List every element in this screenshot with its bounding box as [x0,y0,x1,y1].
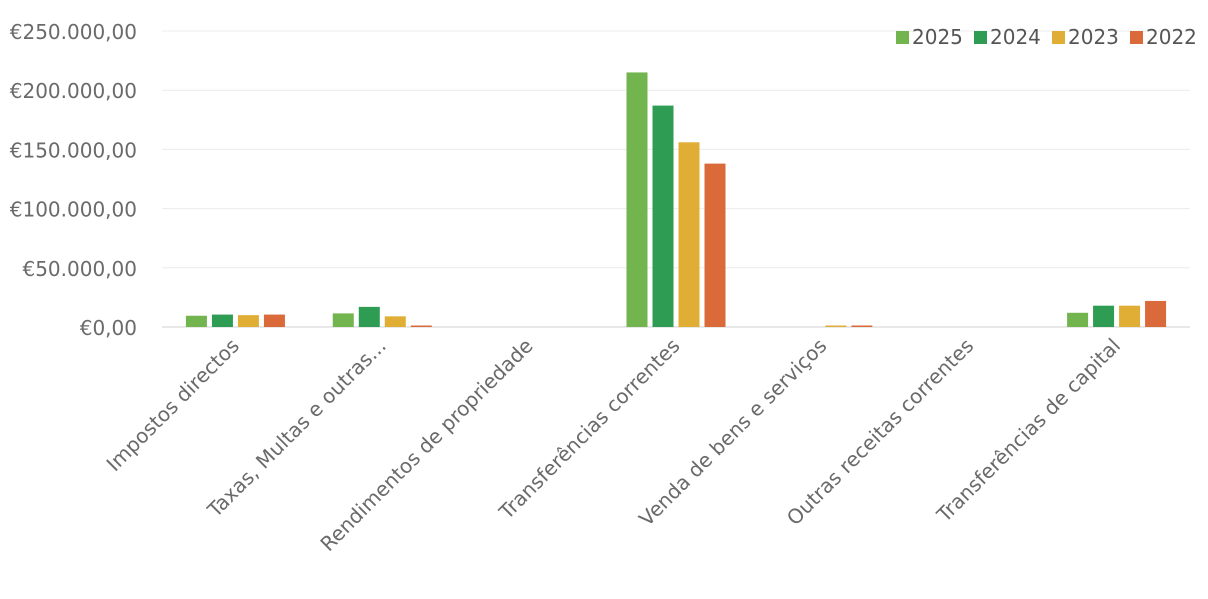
bar-2025 [185,315,207,327]
legend-swatch-2024 [974,31,987,44]
legend-swatch-2023 [1052,31,1065,44]
bar-2023 [237,315,259,327]
bar-2024 [211,314,233,327]
bar-2023 [384,316,406,327]
bar-2024 [652,105,674,327]
bar-2022 [851,325,873,327]
legend-label: 2023 [1068,25,1119,49]
gridlines [162,30,1190,328]
y-tick-label: €0,00 [80,316,137,340]
y-tick-label: €50.000,00 [22,257,137,281]
bars [185,72,1167,327]
y-tick-label: €100.000,00 [10,198,137,222]
bar-2024 [1093,305,1115,327]
legend-swatch-2025 [896,31,909,44]
legend: 2025 2024 2023 2022 [896,25,1197,49]
x-tick-label: Impostos directos [102,334,244,476]
bar-2025 [626,72,648,327]
bar-2022 [410,325,432,327]
y-tick-label: €200.000,00 [10,79,137,103]
bar-2025 [1067,312,1089,327]
bar-2022 [263,314,285,327]
legend-label: 2024 [990,25,1041,49]
bar-2022 [1145,300,1167,327]
bar-2023 [678,142,700,327]
legend-label: 2022 [1146,25,1197,49]
y-axis-ticks: €0,00 €50.000,00 €100.000,00 €150.000,00 €20… [10,20,137,340]
y-tick-label: €250.000,00 [10,20,137,44]
legend-label: 2025 [912,25,963,49]
bar-2025 [332,313,354,327]
y-tick-label: €150.000,00 [10,138,137,162]
bar-2023 [1119,305,1141,327]
bar-2023 [825,325,847,327]
bar-2024 [358,306,380,327]
legend-swatch-2022 [1130,31,1143,44]
bar-2022 [704,163,726,327]
